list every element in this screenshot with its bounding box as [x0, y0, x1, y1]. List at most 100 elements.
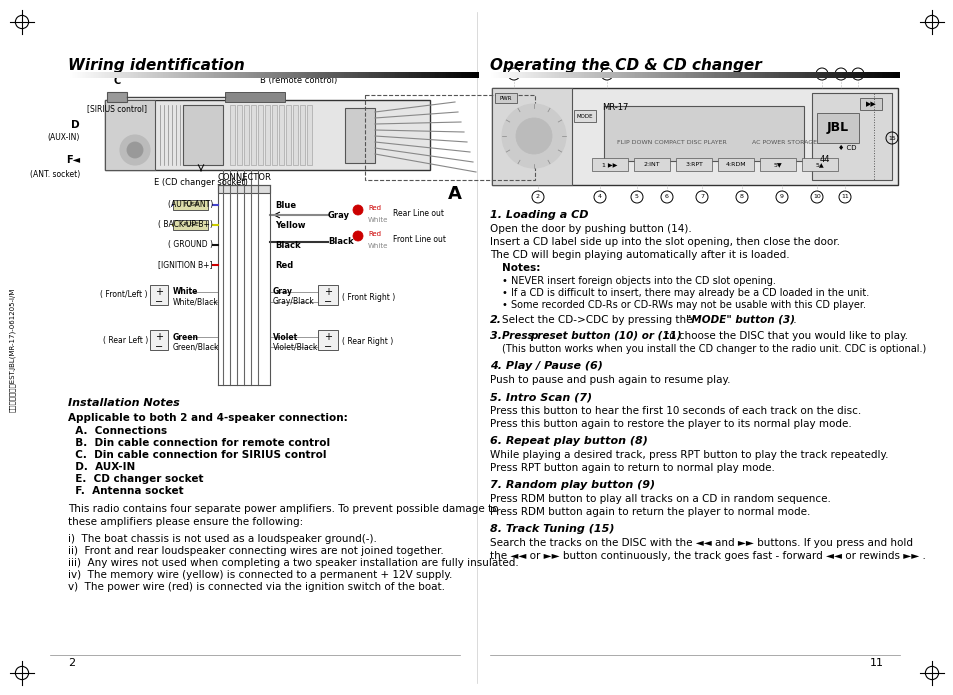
Bar — [492, 88, 897, 185]
Bar — [492, 88, 572, 185]
Text: 4: 4 — [598, 195, 601, 199]
Text: Push to pause and push again to resume play.: Push to pause and push again to resume p… — [490, 375, 730, 385]
Text: 7. Random play button (9): 7. Random play button (9) — [490, 480, 655, 490]
Bar — [811, 93, 891, 180]
Text: ( Rear Right ): ( Rear Right ) — [341, 338, 393, 347]
Text: the ◄◄ or ►► button continuously, the track goes fast - forward ◄◄ or rewinds ►►: the ◄◄ or ►► button continuously, the tr… — [490, 551, 925, 561]
Text: v)  The power wire (red) is connected via the ignition switch of the boat.: v) The power wire (red) is connected via… — [68, 582, 444, 592]
Bar — [718, 158, 753, 171]
Text: MR-17: MR-17 — [601, 103, 628, 112]
Text: [IGNITION B+]: [IGNITION B+] — [158, 261, 213, 270]
Bar — [172, 220, 208, 230]
Text: −: − — [324, 297, 332, 307]
Text: Press RDM button to play all tracks on a CD in random sequence.: Press RDM button to play all tracks on a… — [490, 494, 830, 504]
Text: 11: 11 — [841, 195, 848, 199]
Text: 13: 13 — [836, 72, 844, 76]
Circle shape — [501, 104, 565, 168]
Bar — [150, 330, 168, 350]
Bar — [236, 105, 242, 165]
Text: Violet/Black: Violet/Black — [273, 343, 318, 352]
Text: ( BACK-UP B+): ( BACK-UP B+) — [158, 220, 213, 229]
Text: 44: 44 — [819, 156, 829, 165]
Text: 非林管理编号：EST.JBL(MR-17)-061205-I/M: 非林管理编号：EST.JBL(MR-17)-061205-I/M — [9, 288, 15, 412]
Text: JBL: JBL — [826, 122, 848, 135]
Text: Gray: Gray — [328, 211, 350, 220]
Circle shape — [120, 135, 150, 165]
Bar — [230, 105, 234, 165]
Bar — [574, 110, 596, 122]
Bar — [286, 105, 291, 165]
Bar — [801, 158, 837, 171]
Text: D.  AUX-IN: D. AUX-IN — [68, 462, 135, 472]
Text: ♦ CD: ♦ CD — [837, 145, 856, 151]
Text: Notes:: Notes: — [501, 263, 539, 273]
Text: • Some recorded CD-Rs or CD-RWs may not be usable with this CD player.: • Some recorded CD-Rs or CD-RWs may not … — [501, 300, 865, 310]
Text: F.  Antenna socket: F. Antenna socket — [68, 486, 183, 496]
Text: 1: 1 — [512, 72, 516, 76]
Bar — [676, 158, 711, 171]
Text: ii)  Front and rear loudspeaker connecting wires are not joined together.: ii) Front and rear loudspeaker connectin… — [68, 546, 443, 556]
Text: FUSE: FUSE — [183, 222, 199, 227]
Text: FUSE: FUSE — [183, 202, 199, 208]
Text: ( Front/Left ): ( Front/Left ) — [100, 291, 148, 300]
Bar — [299, 105, 305, 165]
Bar — [225, 92, 285, 102]
Text: 12: 12 — [818, 72, 825, 76]
Text: +: + — [154, 287, 163, 297]
Circle shape — [353, 217, 363, 227]
Text: White: White — [368, 243, 388, 249]
Text: Press this button again to restore the player to its normal play mode.: Press this button again to restore the p… — [490, 419, 851, 429]
Text: E.  CD changer socket: E. CD changer socket — [68, 474, 203, 484]
Bar — [873, 93, 891, 180]
Text: PWR: PWR — [499, 95, 512, 101]
Text: 11: 11 — [869, 658, 883, 668]
Circle shape — [353, 205, 363, 215]
Text: Black: Black — [274, 240, 300, 250]
Text: Search the tracks on the DISC with the ◄◄ and ►► buttons. If you press and hold: Search the tracks on the DISC with the ◄… — [490, 538, 912, 548]
Text: Select the CD->CDC by pressing the: Select the CD->CDC by pressing the — [501, 315, 695, 325]
Text: Red: Red — [274, 261, 293, 270]
Bar — [495, 93, 517, 103]
Text: A.  Connections: A. Connections — [68, 426, 167, 436]
Bar — [307, 105, 312, 165]
Circle shape — [353, 243, 363, 253]
Text: 15: 15 — [887, 136, 895, 140]
Text: 3:RPT: 3:RPT — [684, 162, 702, 167]
Bar — [251, 105, 255, 165]
Text: +: + — [154, 332, 163, 342]
Circle shape — [127, 142, 143, 158]
Bar — [317, 330, 337, 350]
Text: 2: 2 — [68, 658, 75, 668]
Text: While playing a desired track, press RPT button to play the track repeatedly.: While playing a desired track, press RPT… — [490, 450, 887, 460]
Bar — [317, 285, 337, 305]
Text: 6: 6 — [664, 195, 668, 199]
Bar — [244, 105, 249, 165]
Text: E (CD changer socket): E (CD changer socket) — [153, 178, 248, 187]
Text: Press RDM button again to return the player to normal mode.: Press RDM button again to return the pla… — [490, 507, 809, 517]
Text: −: − — [324, 342, 332, 352]
Text: Red: Red — [368, 205, 380, 211]
Text: MODE: MODE — [577, 113, 593, 119]
Text: Blue: Blue — [274, 200, 295, 209]
Text: Violet: Violet — [273, 332, 298, 341]
Text: iv)  The memory wire (yellow) is connected to a permanent + 12V supply.: iv) The memory wire (yellow) is connecte… — [68, 570, 452, 580]
Bar — [183, 105, 223, 165]
Bar — [105, 100, 154, 170]
Text: (ANT. socket): (ANT. socket) — [30, 170, 80, 179]
Bar — [218, 185, 270, 193]
Text: (AUX-IN): (AUX-IN) — [48, 133, 80, 142]
Text: 9: 9 — [780, 195, 783, 199]
Bar — [603, 106, 803, 161]
Text: 5. Intro Scan (7): 5. Intro Scan (7) — [490, 392, 592, 402]
Text: C.  Din cable connection for SIRIUS control: C. Din cable connection for SIRIUS contr… — [68, 450, 326, 460]
Text: (AUTO ANT): (AUTO ANT) — [168, 200, 213, 209]
Text: 3.: 3. — [490, 331, 501, 341]
Text: White: White — [368, 217, 388, 223]
Bar — [278, 105, 284, 165]
Bar — [272, 105, 276, 165]
Bar — [592, 158, 627, 171]
Text: Press RPT button again to return to normal play mode.: Press RPT button again to return to norm… — [490, 463, 774, 473]
Text: Wiring identification: Wiring identification — [68, 58, 245, 73]
Circle shape — [353, 231, 363, 241]
Text: 3: 3 — [604, 72, 608, 76]
